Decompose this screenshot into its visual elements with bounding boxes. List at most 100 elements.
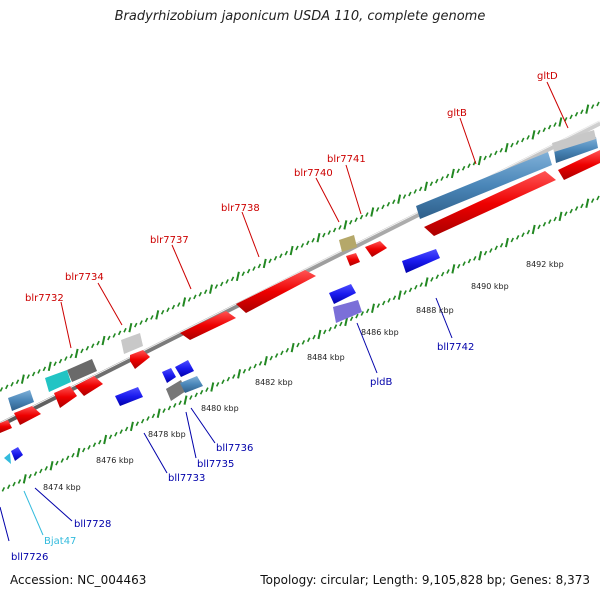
genome-title: Bradyrhizobium japonicum USDA 110, compl…: [114, 9, 486, 24]
gene-arrow-forward[interactable]: [180, 311, 236, 340]
scale-tick: [499, 242, 504, 248]
scale-tick: [225, 279, 229, 284]
scale-tick: [445, 173, 450, 179]
scale-tick: [381, 300, 386, 306]
scale-tick: [413, 189, 417, 194]
scale-tick: [365, 308, 370, 314]
gene-arrow-reverse[interactable]: [329, 284, 356, 304]
gene-label-bll7733[interactable]: bll7733: [168, 473, 205, 484]
scale-tick: [39, 468, 43, 474]
gene-arrow-forward[interactable]: [558, 150, 600, 180]
gene-label-bll7736[interactable]: bll7736: [216, 443, 253, 454]
scale-tick: [316, 232, 321, 243]
scale-tick: [510, 142, 514, 148]
gene-arrow-forward[interactable]: [14, 406, 41, 425]
scale-tick: [332, 227, 337, 233]
gene-arrow-forward[interactable]: [365, 241, 387, 257]
scale-tick: [301, 340, 306, 345]
scale-tick: [139, 320, 143, 325]
gene-label-blr7732[interactable]: blr7732: [25, 293, 64, 304]
scale-tick: [547, 124, 552, 130]
scale-tick: [306, 337, 311, 343]
gene-label-blr7738[interactable]: blr7738: [221, 203, 260, 214]
scale-tick: [171, 304, 176, 310]
scale-tick: [64, 356, 68, 361]
gene-label-bll7742[interactable]: bll7742: [437, 342, 474, 353]
gene-arrow-forward[interactable]: [75, 376, 103, 396]
gene-arrow-reverse[interactable]: [402, 249, 440, 273]
gene-label-Bjat47[interactable]: Bjat47: [44, 536, 76, 547]
scale-tick: [526, 135, 530, 140]
scale-tick: [173, 403, 177, 408]
gene-label-bll7726[interactable]: bll7726: [11, 552, 48, 563]
scale-tick: [15, 379, 20, 385]
scale-tick: [402, 194, 407, 199]
scale-tick: [262, 258, 267, 269]
scale-label: 8476 kbp: [96, 456, 134, 465]
gene-box-silver[interactable]: [552, 130, 596, 152]
gene-arrow-reverse[interactable]: [166, 380, 186, 401]
reverse-strand-features: [4, 249, 440, 464]
gene-arrow-reverse[interactable]: [180, 376, 203, 393]
scale-tick: [92, 442, 97, 448]
topology-text: Topology: circular; Length: 9,105,828 bp…: [260, 573, 590, 587]
gene-label-bll7728[interactable]: bll7728: [74, 519, 111, 530]
scale-tick: [322, 232, 326, 238]
gene-label-blr7740[interactable]: blr7740: [294, 168, 333, 179]
gene-arrow-forward[interactable]: [236, 270, 316, 313]
gene-label-gltD[interactable]: gltD: [537, 71, 558, 82]
scale-tick: [456, 168, 460, 174]
gene-box-steel[interactable]: [554, 137, 598, 163]
gene-arrow-reverse[interactable]: [4, 453, 11, 464]
scale-tick: [339, 321, 343, 327]
scale-tick: [376, 303, 381, 308]
gene-arrow-reverse[interactable]: [11, 447, 23, 461]
scale-tick: [129, 421, 134, 432]
gene-box-steel[interactable]: [416, 152, 552, 219]
scale-label: 8492 kbp: [526, 260, 564, 269]
gene-box-cyan[interactable]: [45, 370, 71, 392]
gene-label-blr7737[interactable]: blr7737: [150, 235, 189, 246]
gene-label-blr7741[interactable]: blr7741: [327, 154, 366, 165]
gene-arrow-forward[interactable]: [346, 253, 360, 266]
gene-arrow-forward[interactable]: [424, 171, 556, 236]
scale-tick: [269, 355, 273, 361]
accession-text: Accession: NC_004463: [10, 573, 147, 587]
scale-tick: [1, 487, 6, 492]
gene-box-grey[interactable]: [67, 359, 97, 382]
gene-label-bll7735[interactable]: bll7735: [197, 459, 234, 470]
scale-tick: [359, 214, 364, 220]
scale-tick: [42, 366, 47, 372]
gene-arrow-forward[interactable]: [0, 420, 12, 433]
scale-tick: [253, 363, 257, 369]
gene-arrow-reverse[interactable]: [162, 368, 176, 383]
scale-tick: [268, 258, 272, 264]
scale-tick: [0, 387, 4, 392]
scale-tick: [10, 381, 14, 387]
gene-label-pldB[interactable]: pldB: [370, 377, 392, 388]
scale-tick: [241, 271, 245, 277]
gene-arrow-forward[interactable]: [130, 350, 150, 369]
scale-tick: [160, 309, 165, 315]
scale-tick: [429, 181, 434, 187]
scale-tick: [596, 101, 600, 107]
scale-tick: [360, 311, 365, 316]
scale-tick: [521, 137, 525, 143]
gene-box-silver[interactable]: [121, 333, 143, 354]
scale-tick: [446, 269, 450, 274]
gene-arrow-reverse[interactable]: [115, 387, 143, 406]
gene-arrow-reverse[interactable]: [175, 360, 194, 377]
scale-tick: [419, 282, 423, 287]
gene-label-gltB[interactable]: gltB: [447, 108, 467, 119]
scale-tick: [274, 353, 279, 358]
scale-tick: [515, 140, 520, 145]
gene-arrow-reverse[interactable]: [333, 300, 362, 323]
gene-label-blr7734[interactable]: blr7734: [65, 272, 104, 283]
scale-tick: [349, 219, 353, 225]
gene-box-olive[interactable]: [339, 235, 357, 252]
scale-tick: [91, 343, 95, 349]
scale-tick: [569, 114, 573, 120]
gene-box-steel[interactable]: [8, 390, 34, 411]
gene-arrow-forward[interactable]: [54, 386, 77, 408]
